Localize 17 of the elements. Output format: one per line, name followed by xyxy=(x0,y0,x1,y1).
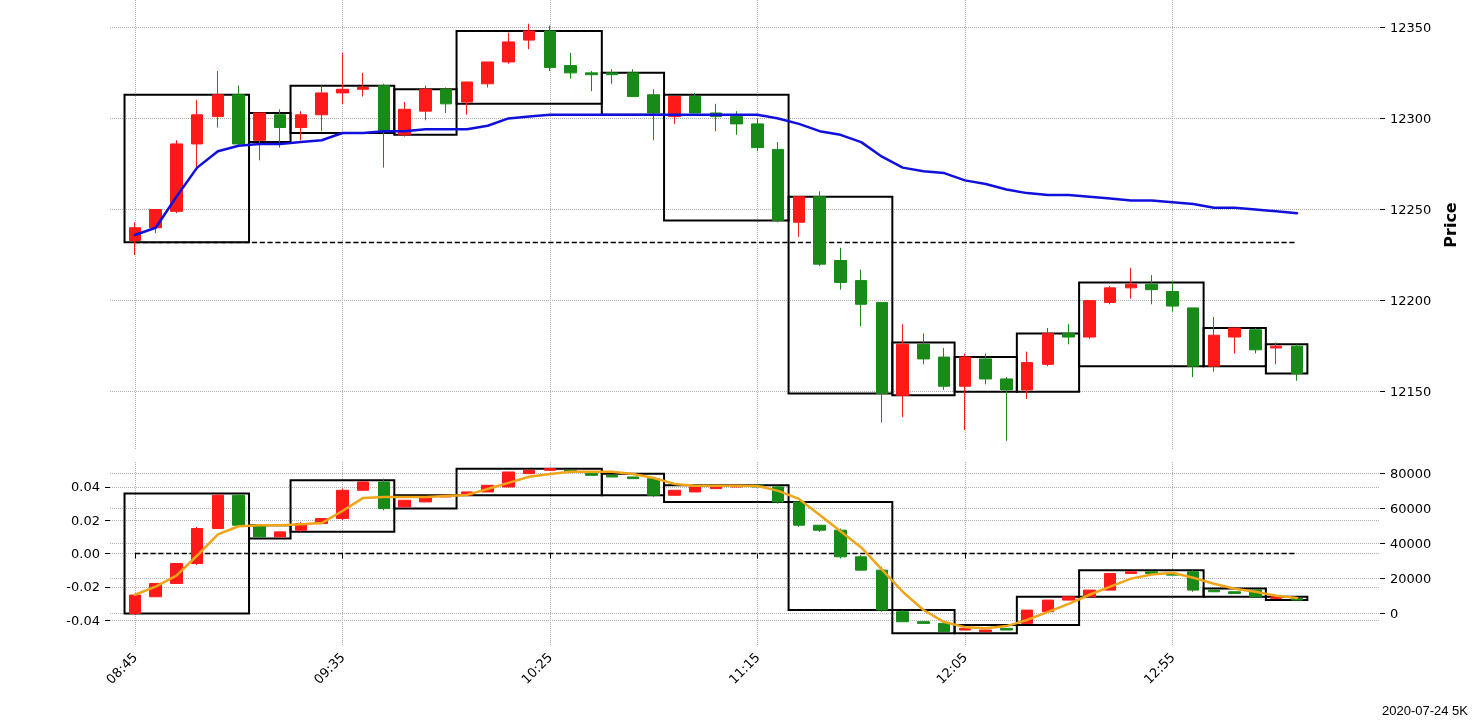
y-tick-label: -0.04 xyxy=(66,612,100,628)
y-tick-label: -0.02 xyxy=(66,579,100,595)
y2-tick-label: 60000 xyxy=(1390,500,1432,516)
y2-tick-label: 0 xyxy=(1390,605,1399,621)
y-tick-label: 12350 xyxy=(1390,19,1432,35)
text: 2020-07-24 5K xyxy=(1381,703,1469,718)
y-tick-label: 12200 xyxy=(1390,293,1432,309)
y2-tick-label: 20000 xyxy=(1390,570,1432,586)
y-tick-label: 0.00 xyxy=(71,546,100,561)
y2-tick-label: 80000 xyxy=(1390,465,1432,481)
y-tick-label: 12150 xyxy=(1390,384,1432,400)
y2-tick-label: 40000 xyxy=(1390,535,1432,551)
y-tick-label: 12250 xyxy=(1390,202,1432,218)
y-tick-label: 12300 xyxy=(1390,110,1432,126)
y-axis-title: Price xyxy=(1440,202,1460,248)
y-tick-label: 0.02 xyxy=(71,512,100,528)
y-tick-label: 0.04 xyxy=(71,479,100,495)
